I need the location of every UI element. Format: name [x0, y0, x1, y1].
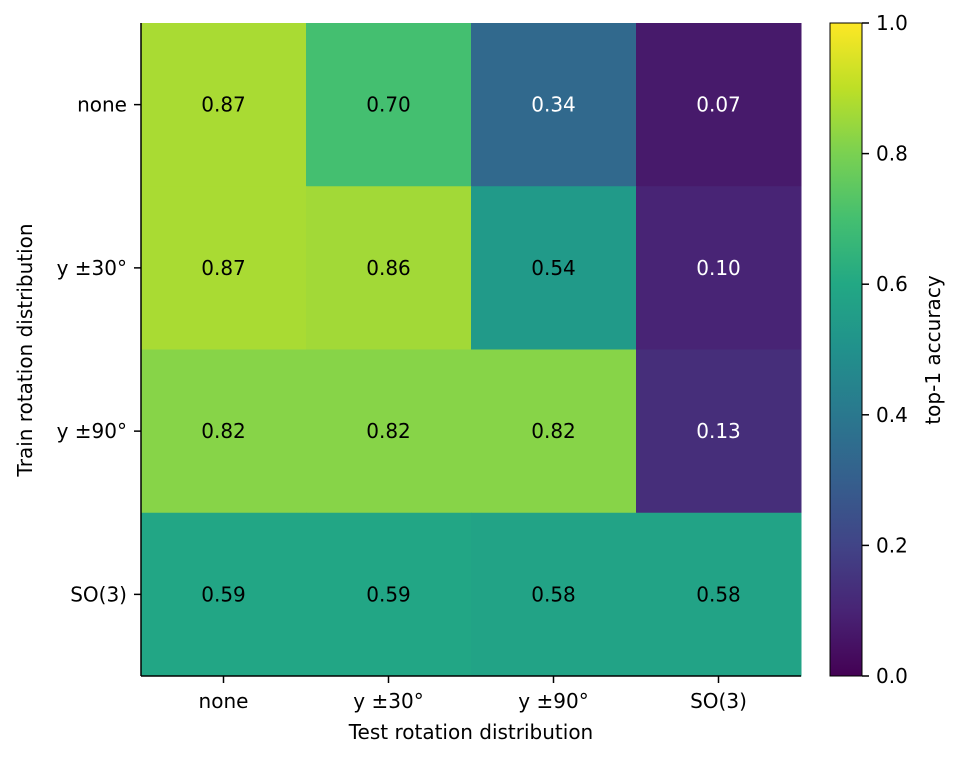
colorbar-tick-label: 0.8 [876, 142, 908, 166]
cell-value-label: 0.87 [201, 93, 246, 117]
heatmap-cell [471, 349, 637, 514]
heatmap-cells [141, 23, 802, 677]
x-axis-title: Test rotation distribution [348, 720, 594, 744]
colorbar-tick-label: 1.0 [876, 11, 908, 35]
heatmap-cell [636, 186, 802, 350]
cell-value-label: 0.82 [366, 419, 411, 443]
cell-value-label: 0.86 [366, 256, 411, 280]
cell-value-label: 0.87 [201, 256, 246, 280]
heatmap-cell [306, 23, 472, 187]
heatmap-cell [471, 186, 637, 350]
cell-value-label: 0.34 [531, 93, 576, 117]
heatmap-cell [306, 512, 472, 677]
heatmap-cell [471, 512, 637, 677]
heatmap-cell [141, 349, 307, 514]
cell-value-label: 0.70 [366, 93, 411, 117]
heatmap-cell [306, 349, 472, 514]
cell-value-label: 0.59 [201, 582, 246, 606]
y-axis-ticks: none y ±30° y ±90° SO(3) [57, 93, 141, 606]
y-tick-label: y ±90° [57, 419, 127, 443]
colorbar-tick-label: 0.0 [876, 664, 908, 688]
x-tick-label: y ±30° [353, 689, 423, 713]
cell-value-label: 0.82 [531, 419, 576, 443]
heatmap-cell [636, 512, 802, 677]
colorbar-tick-label: 0.2 [876, 533, 908, 557]
x-tick-label: SO(3) [690, 689, 747, 713]
x-tick-label: y ±90° [518, 689, 588, 713]
cell-value-label: 0.58 [696, 582, 741, 606]
cell-value-label: 0.58 [531, 582, 576, 606]
cell-value-label: 0.59 [366, 582, 411, 606]
y-tick-label: SO(3) [70, 582, 127, 606]
heatmap-cell [471, 23, 637, 187]
colorbar-ticks: 0.0 0.2 0.4 0.6 0.8 1.0 [862, 11, 908, 688]
x-tick-label: none [199, 689, 249, 713]
heatmap-cell [141, 186, 307, 350]
cell-value-label: 0.07 [696, 93, 741, 117]
heatmap-cell-labels: 0.87 0.70 0.34 0.07 0.87 0.86 0.54 0.10 0.82 0.82… [201, 93, 741, 607]
colorbar-label: top-1 accuracy [921, 275, 945, 424]
heatmap-cell [636, 349, 802, 514]
heatmap-cell [141, 23, 307, 187]
y-axis-title: Train rotation distribution [13, 223, 37, 477]
cell-value-label: 0.54 [531, 256, 576, 280]
colorbar-tick-label: 0.4 [876, 403, 908, 427]
heatmap-cell [141, 512, 307, 677]
heatmap-cell [636, 23, 802, 187]
colorbar-tick-label: 0.6 [876, 272, 908, 296]
x-axis-ticks: none y ±30° y ±90° SO(3) [199, 676, 747, 713]
cell-value-label: 0.10 [696, 256, 741, 280]
colorbar [829, 22, 863, 677]
y-tick-label: y ±30° [57, 256, 127, 280]
cell-value-label: 0.82 [201, 419, 246, 443]
y-tick-label: none [77, 93, 127, 117]
heatmap-cell [306, 186, 472, 350]
cell-value-label: 0.13 [696, 419, 741, 443]
